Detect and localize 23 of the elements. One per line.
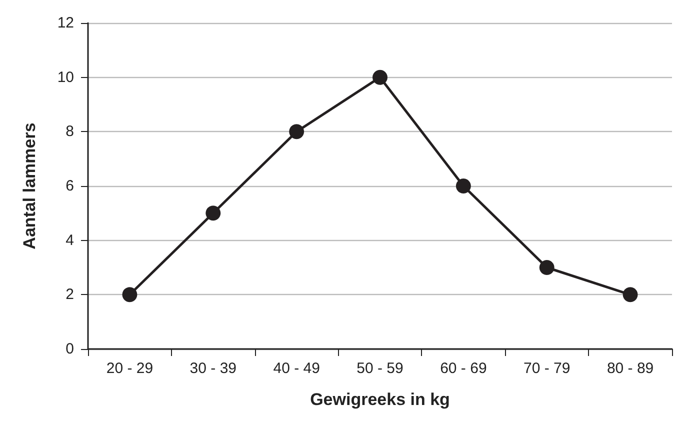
point xyxy=(622,287,638,302)
point xyxy=(122,287,138,302)
y-axis-title: Aantal lammers xyxy=(20,122,39,250)
point xyxy=(372,70,388,85)
y-tick-label: 10 xyxy=(57,68,74,86)
point xyxy=(289,124,304,140)
y-tick-label: 12 xyxy=(57,14,74,32)
x-tick-label: 80 - 89 xyxy=(606,360,654,377)
x-tick-label: 70 - 79 xyxy=(524,360,570,377)
y-tick-label: 8 xyxy=(66,123,74,140)
point xyxy=(456,178,471,194)
x-tick-label: 40 - 49 xyxy=(273,360,320,377)
x-axis-title: Gewigreeks in kg xyxy=(310,390,450,409)
point xyxy=(539,260,554,275)
y-tick-label: 6 xyxy=(66,178,74,194)
point xyxy=(206,206,221,221)
x-tick-label: 60 - 69 xyxy=(440,360,487,377)
x-tick-label: 50 - 59 xyxy=(356,360,404,377)
x-tick-label: 30 - 39 xyxy=(190,360,236,377)
y-tick-label: 4 xyxy=(66,232,74,249)
y-tick-label: 2 xyxy=(66,286,74,304)
x-tick-label: 20 - 29 xyxy=(106,360,154,377)
y-tick-label: 0 xyxy=(66,340,74,358)
